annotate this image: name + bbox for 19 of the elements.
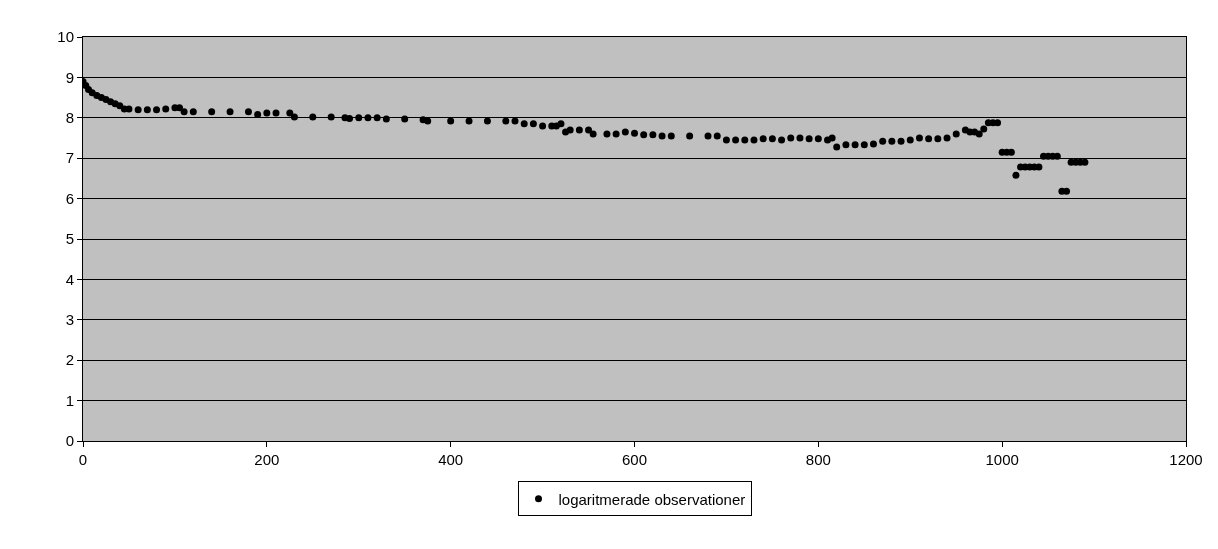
y-tick-label: 5 [65, 230, 74, 248]
x-tick-label: 400 [438, 451, 464, 468]
x-tick-label: 0 [78, 451, 88, 468]
x-tick-label: 800 [805, 451, 831, 468]
x-tick-label: 600 [621, 451, 648, 468]
x-tick-label: 200 [254, 451, 280, 468]
x-tick-label: 1000 [985, 451, 1019, 468]
y-tick-label: 1 [65, 391, 74, 409]
y-tick-label: 3 [65, 311, 74, 329]
y-tick-label: 2 [65, 351, 74, 369]
y-tick-label: 9 [65, 68, 74, 86]
y-tick-label: 8 [65, 109, 74, 127]
y-tick-label: 6 [65, 189, 74, 207]
legend-label: logaritmerade observationer [558, 490, 746, 508]
x-tick-label: 1200 [1169, 451, 1203, 468]
y-tick-label: 10 [57, 28, 74, 46]
y-tick-label: 4 [65, 270, 74, 288]
y-tick-label: 0 [65, 432, 74, 450]
y-tick-label: 7 [65, 149, 74, 167]
